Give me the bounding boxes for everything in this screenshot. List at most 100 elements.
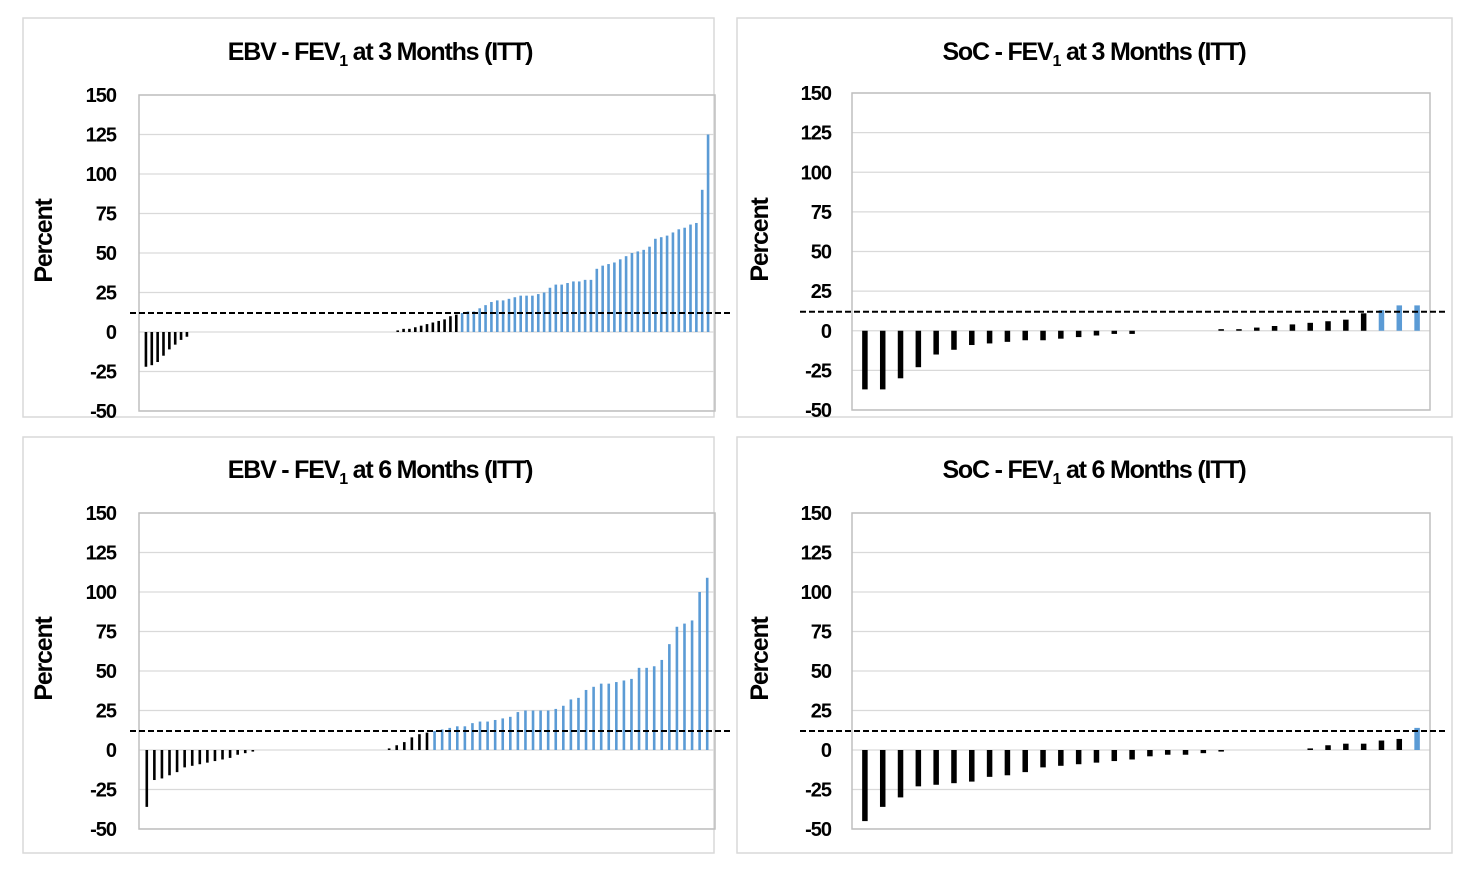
bar: [531, 295, 534, 332]
bar: [690, 620, 694, 750]
bar: [402, 328, 405, 332]
bar: [566, 283, 569, 332]
bar: [671, 232, 675, 332]
bar: [471, 723, 474, 750]
bar: [1022, 750, 1028, 773]
panel-border: [736, 436, 1453, 854]
y-tick-label: 50: [96, 661, 117, 683]
bar: [986, 330, 993, 344]
y-axis-label: Percent: [746, 615, 774, 700]
bar: [410, 737, 414, 750]
y-tick-label: -25: [90, 780, 117, 802]
bar: [1360, 743, 1367, 750]
bar: [1343, 743, 1349, 750]
bar: [490, 301, 493, 332]
bar: [402, 742, 406, 750]
panel-border: [22, 436, 715, 854]
bar: [408, 328, 411, 332]
bar: [630, 678, 633, 750]
bar: [198, 750, 202, 765]
bar: [466, 311, 470, 332]
chart-panel-2: 150 125 100 75 50 25 0 -25 -50 Percent SoC - FEV1 …: [736, 17, 1453, 422]
bar: [1093, 330, 1100, 336]
bar: [1093, 750, 1100, 763]
y-tick-label: -25: [90, 362, 117, 384]
bar: [478, 721, 482, 750]
bar: [413, 327, 417, 332]
chart-panel-1: 150 125 100 75 50 25 0 -25 -50 Percent EBV - FEV1 …: [22, 17, 733, 423]
bar: [145, 750, 149, 807]
y-tick-label: 100: [86, 164, 117, 186]
bar: [168, 750, 171, 776]
bar: [572, 281, 575, 332]
bar: [173, 332, 177, 345]
bar: [463, 726, 467, 750]
bar: [554, 708, 558, 750]
bar: [951, 750, 957, 784]
y-tick-label: 25: [811, 281, 832, 303]
bar: [897, 330, 904, 379]
bar: [665, 235, 669, 332]
y-tick-label: 150: [801, 83, 832, 105]
y-tick-label: -50: [805, 400, 832, 422]
bar: [493, 719, 497, 750]
bar: [584, 689, 588, 750]
bar: [613, 262, 616, 332]
bar: [1414, 305, 1420, 331]
plot-frame: [138, 94, 716, 412]
bar: [654, 238, 657, 332]
bar: [236, 750, 239, 755]
bar: [1040, 330, 1046, 341]
bar: [425, 732, 429, 750]
bar: [1022, 330, 1028, 341]
bar: [1004, 330, 1011, 342]
bar: [879, 750, 886, 807]
bar: [1058, 750, 1064, 766]
bar: [592, 686, 595, 750]
y-tick-label: 0: [106, 740, 117, 762]
bar: [668, 644, 671, 750]
panel-border: [736, 17, 1453, 418]
bar: [915, 750, 922, 787]
bar: [1129, 330, 1135, 334]
bar: [153, 750, 156, 781]
chart-panel-4: 150 125 100 75 50 25 0 -25 -50 Percent SoC - FEV1 …: [736, 436, 1453, 854]
bar: [387, 748, 391, 750]
bar: [524, 710, 527, 750]
bar: [601, 265, 604, 332]
bar: [221, 750, 224, 760]
bar: [1200, 750, 1207, 754]
bar: [630, 253, 634, 332]
bar: [228, 750, 232, 758]
bar: [531, 710, 535, 750]
bar: [683, 227, 686, 332]
bar: [986, 750, 993, 777]
bar: [1218, 329, 1224, 331]
bar: [162, 332, 165, 356]
bar: [706, 134, 710, 332]
y-tick-label: 25: [811, 701, 832, 723]
bar: [677, 229, 681, 332]
bar: [897, 750, 904, 798]
bar: [1254, 327, 1260, 331]
bar: [185, 332, 189, 337]
bar: [1111, 750, 1118, 762]
bar: [589, 279, 593, 332]
y-tick-label: 75: [96, 622, 117, 644]
bar: [418, 734, 421, 750]
bar: [484, 305, 487, 332]
bar: [455, 726, 459, 750]
bar: [251, 750, 255, 752]
bar: [243, 750, 247, 754]
bar: [213, 750, 217, 762]
bar: [698, 592, 701, 750]
bar: [513, 297, 517, 332]
bar: [659, 237, 663, 332]
bar: [1396, 305, 1403, 331]
bar: [1360, 313, 1367, 331]
bar: [548, 287, 552, 332]
bar: [1111, 330, 1118, 334]
y-tick-label: 100: [801, 582, 832, 604]
bar: [433, 731, 436, 750]
y-tick-label: -25: [805, 780, 832, 802]
